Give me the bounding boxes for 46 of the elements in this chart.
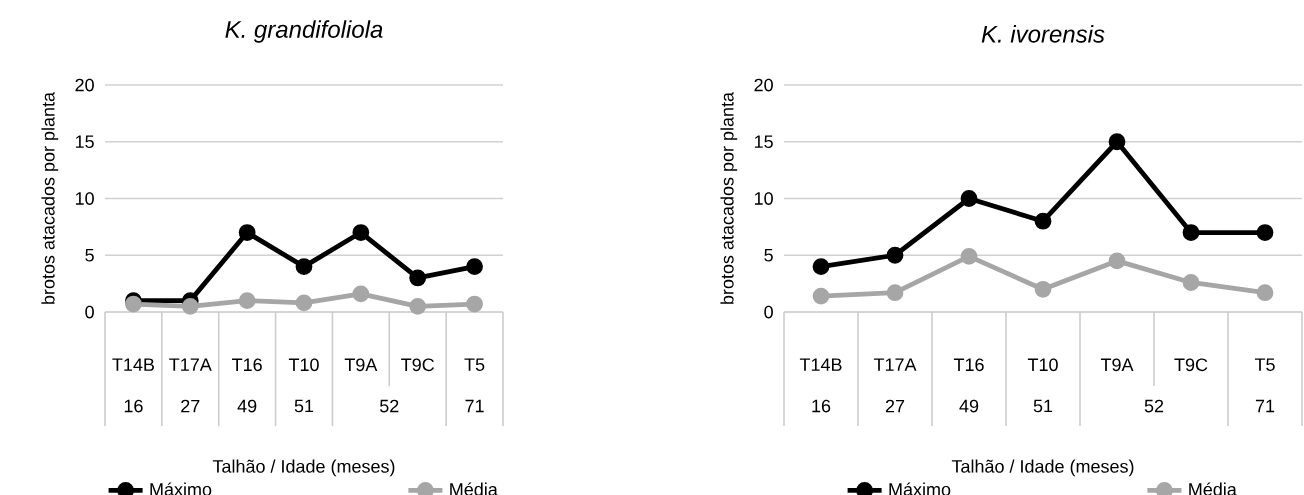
chart-title: K. ivorensis	[981, 25, 1105, 43]
text: 49	[237, 399, 257, 413]
x-tick-label: T10	[288, 358, 319, 372]
y-tick-label: 5	[85, 248, 94, 262]
legend-label: Máximo	[889, 482, 951, 495]
x-tick-label: T9C	[401, 358, 435, 372]
y-tick-label: 0	[764, 305, 773, 319]
y-tick-label: 15	[754, 135, 773, 149]
legend-label: Máximo	[150, 482, 212, 495]
text: 27	[885, 399, 905, 413]
x-tick-label: T10	[1027, 358, 1058, 372]
x-tick-label: T14B	[112, 358, 154, 371]
y-axis-title: brotos atacados por planta	[720, 91, 738, 304]
x-tick-label: T9A	[344, 358, 378, 372]
text: 51	[294, 399, 314, 413]
x-tick-label: T17A	[873, 358, 917, 371]
x-tick-label: T5	[464, 358, 485, 371]
text: 16	[812, 399, 831, 413]
x-tick-label: T5	[1254, 358, 1275, 371]
x-axis-title: Talhão / Idade (meses)	[951, 459, 1134, 477]
x-tick-label: T17A	[169, 358, 212, 371]
x-axis-title: Talhão / Idade (meses)	[212, 459, 395, 477]
x-tick-label: T16	[953, 358, 984, 372]
y-tick-label: 0	[85, 305, 94, 319]
y-tick-label: 5	[764, 248, 773, 262]
y-tick-label: 20	[75, 78, 94, 92]
text: 71	[465, 399, 484, 413]
x-tick-label: T9A	[1100, 358, 1134, 372]
y-tick-label: 15	[75, 135, 94, 149]
text: 16	[124, 399, 143, 413]
x-tick-label: T16	[232, 358, 262, 372]
legend-label: Média	[1189, 482, 1237, 495]
y-tick-label: 20	[754, 78, 773, 92]
chart-title: K. grandifoliola	[225, 20, 383, 43]
legend-label: Média	[450, 482, 498, 495]
x-tick-label: T9C	[1174, 358, 1208, 372]
y-axis-title: brotos atacados por planta	[41, 91, 59, 304]
y-tick-label: 10	[754, 192, 773, 205]
text: 27	[181, 399, 200, 413]
text: 51	[1033, 399, 1053, 413]
text: 71	[1255, 399, 1275, 413]
text: 52	[379, 399, 399, 413]
y-tick-label: 10	[75, 192, 94, 205]
text: 49	[959, 399, 979, 413]
x-tick-label: T14B	[799, 358, 842, 371]
text: 52	[1144, 399, 1164, 413]
